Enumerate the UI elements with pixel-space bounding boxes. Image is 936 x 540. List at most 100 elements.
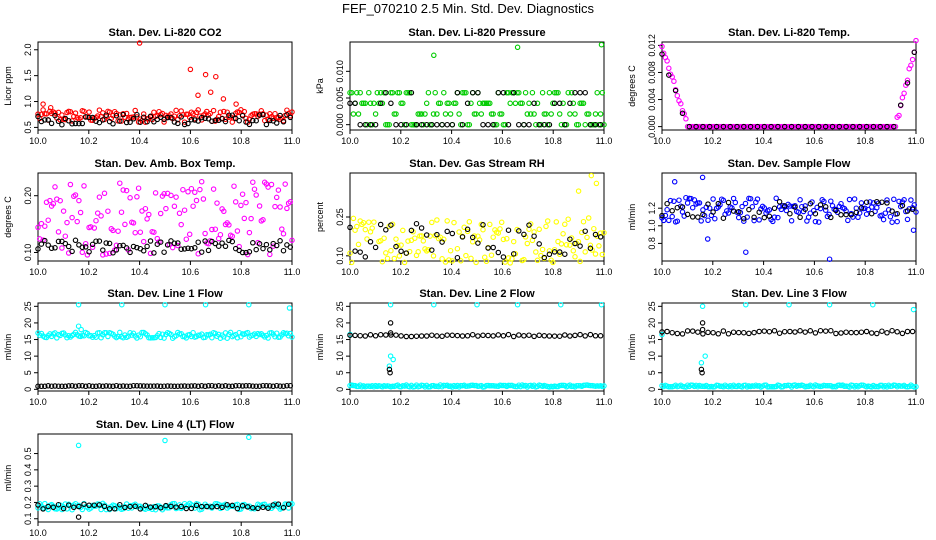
data-point bbox=[408, 333, 415, 340]
data-point bbox=[468, 255, 474, 262]
data-point bbox=[119, 301, 125, 308]
data-point bbox=[86, 114, 92, 121]
data-point bbox=[75, 323, 82, 329]
data-point bbox=[899, 94, 906, 101]
data-point bbox=[205, 247, 212, 254]
data-point bbox=[743, 301, 749, 308]
data-point bbox=[672, 87, 679, 94]
data-point bbox=[889, 327, 895, 334]
data-point bbox=[464, 226, 471, 233]
panel-title: Stan. Dev. Li-820 Temp. bbox=[728, 27, 850, 39]
data-point bbox=[65, 243, 72, 250]
data-point bbox=[904, 80, 911, 86]
x-tick-label: 10.6 bbox=[182, 136, 200, 146]
data-point bbox=[275, 501, 282, 507]
data-point bbox=[822, 123, 829, 130]
data-point bbox=[573, 121, 580, 128]
data-point bbox=[117, 329, 123, 336]
y-tick-label: 15 bbox=[23, 335, 33, 345]
data-point bbox=[444, 332, 450, 338]
data-point bbox=[674, 204, 681, 211]
data-point bbox=[413, 333, 420, 339]
plot-frame bbox=[37, 433, 293, 523]
data-point bbox=[781, 203, 788, 209]
data-point bbox=[475, 333, 481, 339]
data-point bbox=[730, 329, 737, 335]
data-point bbox=[601, 121, 607, 128]
data-point bbox=[715, 200, 722, 207]
data-point bbox=[546, 333, 553, 339]
data-point bbox=[40, 506, 46, 512]
x-tick-label: 10.2 bbox=[80, 528, 98, 538]
data-point bbox=[287, 114, 294, 121]
data-point bbox=[82, 244, 89, 250]
data-point bbox=[751, 123, 757, 130]
data-point bbox=[662, 212, 669, 219]
data-point bbox=[178, 221, 184, 228]
data-point bbox=[430, 253, 437, 259]
data-point bbox=[140, 114, 147, 120]
data-point bbox=[113, 247, 120, 253]
data-point bbox=[534, 100, 541, 107]
data-point bbox=[771, 205, 778, 212]
data-point bbox=[377, 221, 384, 228]
data-point bbox=[86, 383, 92, 389]
figure-title: FEF_070210 2.5 Min. Std. Dev. Diagnostic… bbox=[342, 1, 594, 16]
data-point bbox=[246, 249, 253, 255]
data-point bbox=[577, 89, 583, 96]
data-point bbox=[689, 328, 696, 334]
data-point bbox=[207, 110, 213, 117]
data-point bbox=[285, 501, 292, 507]
data-point bbox=[517, 100, 524, 107]
y-tick-label: 5 bbox=[23, 370, 33, 375]
data-point bbox=[429, 219, 435, 226]
data-point bbox=[209, 334, 215, 341]
data-point bbox=[659, 329, 665, 335]
data-point bbox=[671, 198, 677, 205]
data-point bbox=[408, 89, 415, 96]
data-point bbox=[72, 237, 79, 244]
data-point bbox=[521, 121, 527, 128]
data-point bbox=[147, 383, 154, 389]
y-tick-label: 1.0 bbox=[23, 95, 33, 108]
data-point bbox=[96, 107, 103, 113]
data-point bbox=[69, 118, 75, 124]
data-point bbox=[567, 333, 573, 339]
data-point bbox=[534, 257, 541, 264]
data-point bbox=[533, 249, 539, 255]
data-point bbox=[60, 505, 67, 512]
x-tick-label: 10.0 bbox=[341, 397, 359, 407]
data-point bbox=[819, 123, 825, 130]
chart-panel-0: Stan. Dev. Li-820 CO2 10.0 10.2 10.4 10.6 10.… bbox=[3, 27, 300, 146]
data-point bbox=[260, 245, 266, 252]
data-point bbox=[587, 382, 594, 389]
data-point bbox=[904, 216, 911, 223]
y-tick-label: 10 bbox=[23, 351, 33, 361]
data-point bbox=[874, 204, 880, 211]
data-point bbox=[584, 111, 590, 117]
data-point bbox=[89, 244, 96, 251]
data-point bbox=[64, 219, 70, 226]
data-point bbox=[828, 198, 834, 204]
data-point bbox=[500, 382, 507, 389]
data-point bbox=[505, 227, 512, 233]
data-point bbox=[790, 123, 797, 130]
x-tick-label: 10.2 bbox=[392, 136, 410, 146]
data-point bbox=[93, 383, 99, 390]
data-point bbox=[783, 123, 790, 130]
data-point bbox=[38, 241, 45, 247]
data-point bbox=[396, 89, 403, 96]
data-point bbox=[739, 203, 745, 210]
data-point bbox=[277, 204, 283, 210]
x-tick-label: 11.0 bbox=[284, 528, 301, 538]
data-point bbox=[212, 240, 219, 247]
data-point bbox=[434, 333, 440, 339]
data-point bbox=[354, 89, 360, 96]
data-point bbox=[393, 243, 399, 250]
data-point bbox=[286, 305, 293, 311]
data-point bbox=[48, 120, 55, 127]
data-point bbox=[280, 383, 287, 389]
data-point bbox=[860, 123, 866, 130]
x-tick-label: 11.0 bbox=[284, 136, 301, 146]
data-point bbox=[67, 181, 74, 188]
